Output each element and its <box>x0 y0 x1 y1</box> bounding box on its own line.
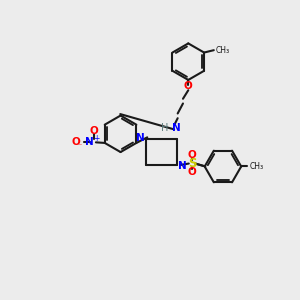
Text: ⁻: ⁻ <box>77 142 82 151</box>
Text: O: O <box>71 137 80 147</box>
Text: CH₃: CH₃ <box>216 46 230 55</box>
Text: H: H <box>161 123 169 133</box>
Text: N: N <box>136 133 144 143</box>
Text: S: S <box>188 157 196 170</box>
Text: N: N <box>85 137 94 147</box>
Text: O: O <box>188 150 196 160</box>
Text: CH₃: CH₃ <box>249 162 263 171</box>
Text: O: O <box>89 126 98 136</box>
Text: +: + <box>93 134 99 143</box>
Text: N: N <box>178 160 187 171</box>
Text: O: O <box>188 167 196 177</box>
Text: N: N <box>172 123 181 133</box>
Text: O: O <box>184 81 193 92</box>
